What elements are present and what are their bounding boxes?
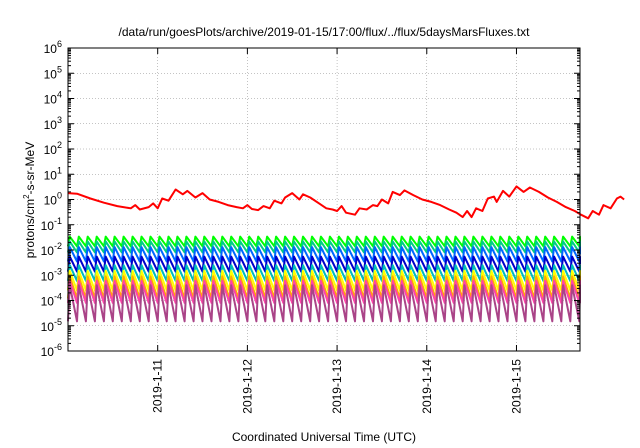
x-tick-label: 2019-1-11 bbox=[151, 359, 165, 413]
y-tick-label: 106 bbox=[44, 39, 62, 56]
series-layer bbox=[67, 185, 625, 323]
y-tick-label: 104 bbox=[44, 90, 62, 107]
y-tick-label: 10-5 bbox=[41, 317, 62, 334]
y-tick-label: 10-6 bbox=[41, 342, 62, 359]
chart-title: /data/run/goesPlots/archive/2019-01-15/1… bbox=[119, 25, 531, 39]
y-tick-label: 105 bbox=[44, 64, 62, 81]
x-axis-label: Coordinated Universal Time (UTC) bbox=[232, 430, 416, 444]
y-tick-label: 10-2 bbox=[41, 241, 62, 258]
y-tick-label: 103 bbox=[44, 115, 62, 132]
y-axis-label: protons/cm2-s-sr-MeV bbox=[22, 142, 37, 258]
x-axis-ticks: 2019-1-11 2019-1-12 2019-1-13 2019-1-14 2019… bbox=[151, 48, 523, 414]
y-tick-label: 102 bbox=[44, 140, 62, 157]
x-tick-label: 2019-1-13 bbox=[330, 359, 344, 414]
x-tick-label: 2019-1-14 bbox=[420, 359, 434, 414]
series-line-5 bbox=[67, 255, 581, 273]
series-line-3 bbox=[67, 240, 581, 254]
y-tick-label: 10-4 bbox=[41, 292, 62, 309]
y-tick-label: 10-1 bbox=[41, 216, 62, 233]
y-axis-ticks: 10-6 10-5 10-4 10-3 10-2 10-1 100 101 102 103 104 1… bbox=[41, 39, 580, 359]
series-line-10 bbox=[67, 284, 581, 323]
series-line-4 bbox=[67, 246, 581, 263]
y-tick-label: 10-3 bbox=[41, 266, 62, 283]
x-tick-label: 2019-1-12 bbox=[240, 359, 254, 414]
x-tick-label: 2019-1-15 bbox=[509, 359, 523, 414]
y-tick-label: 100 bbox=[44, 191, 62, 208]
series-line-1 bbox=[67, 185, 625, 220]
y-tick-label: 101 bbox=[44, 165, 62, 182]
